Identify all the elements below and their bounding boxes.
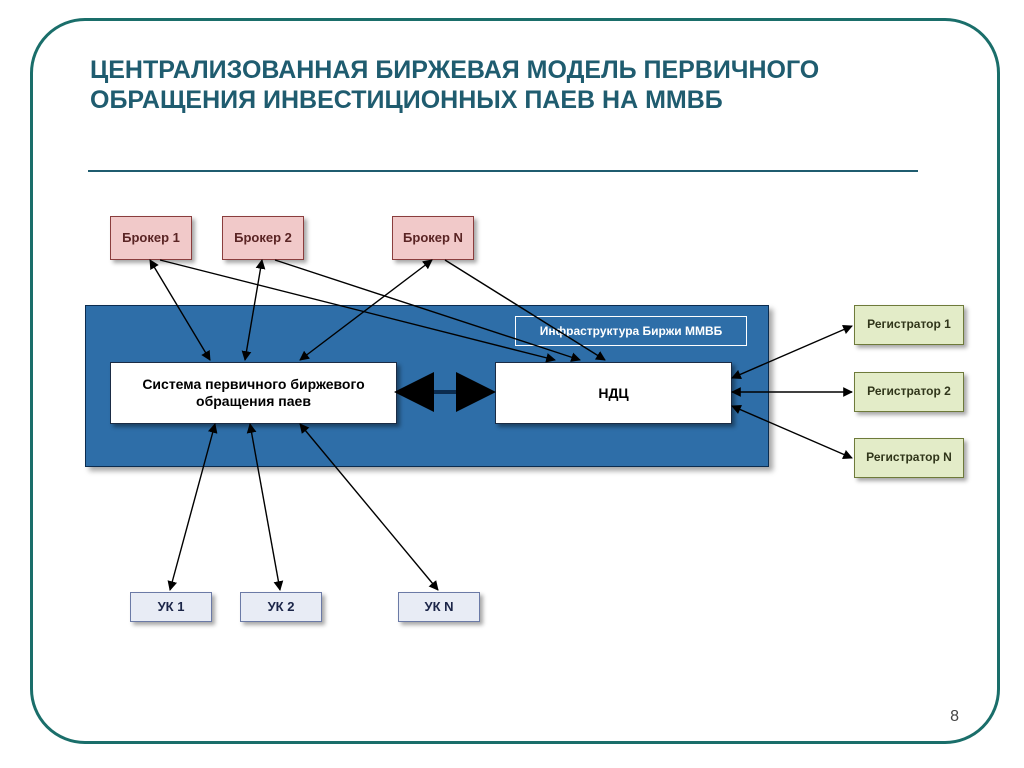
title-underline [88, 170, 918, 172]
slide: Централизованная биржевая модель первичн… [0, 0, 1024, 768]
uk-box-3: УК N [398, 592, 480, 622]
ndc-box: НДЦ [495, 362, 732, 424]
slide-title: Централизованная биржевая модель первичн… [90, 55, 890, 115]
registrator-box-1: Регистратор 1 [854, 305, 964, 345]
uk-box-2: УК 2 [240, 592, 322, 622]
registrator-box-2: Регистратор 2 [854, 372, 964, 412]
registrator-box-3: Регистратор N [854, 438, 964, 478]
broker-box-1: Брокер 1 [110, 216, 192, 260]
uk-box-1: УК 1 [130, 592, 212, 622]
broker-box-2: Брокер 2 [222, 216, 304, 260]
page-number: 8 [950, 708, 959, 726]
infrastructure-label: Инфраструктура Биржи ММВБ [515, 316, 747, 346]
system-box: Система первичного биржевого обращения п… [110, 362, 397, 424]
broker-box-3: Брокер N [392, 216, 474, 260]
